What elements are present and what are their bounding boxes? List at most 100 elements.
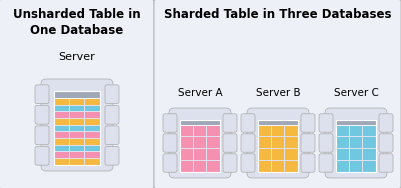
Text: Unsharded Table in
One Database: Unsharded Table in One Database: [13, 8, 141, 37]
FancyBboxPatch shape: [301, 154, 315, 172]
Bar: [180, 161, 193, 171]
Bar: [272, 137, 284, 148]
Bar: [336, 161, 349, 171]
Bar: [207, 161, 219, 171]
Bar: [336, 120, 376, 125]
FancyBboxPatch shape: [319, 114, 333, 132]
Bar: [55, 105, 69, 111]
FancyBboxPatch shape: [105, 85, 119, 104]
Bar: [70, 105, 84, 111]
Text: Server C: Server C: [334, 88, 379, 98]
Bar: [85, 159, 99, 164]
Bar: [194, 149, 206, 160]
Bar: [180, 120, 220, 125]
Bar: [70, 112, 84, 118]
Bar: [85, 146, 99, 151]
Bar: [70, 132, 84, 138]
Bar: [258, 120, 298, 125]
Bar: [272, 149, 284, 160]
FancyBboxPatch shape: [163, 154, 177, 172]
FancyBboxPatch shape: [325, 108, 387, 178]
Bar: [55, 146, 69, 151]
FancyBboxPatch shape: [241, 154, 255, 172]
Bar: [207, 149, 219, 160]
FancyBboxPatch shape: [105, 105, 119, 124]
FancyBboxPatch shape: [154, 0, 401, 188]
Bar: [258, 120, 298, 125]
Bar: [363, 126, 375, 136]
FancyBboxPatch shape: [35, 105, 49, 124]
Bar: [85, 126, 99, 131]
Bar: [259, 137, 271, 148]
Bar: [70, 152, 84, 158]
Bar: [55, 159, 69, 164]
Bar: [85, 152, 99, 158]
Text: Server: Server: [59, 52, 95, 62]
Bar: [70, 159, 84, 164]
Bar: [350, 149, 362, 160]
Bar: [55, 132, 69, 138]
FancyBboxPatch shape: [169, 108, 231, 178]
FancyBboxPatch shape: [379, 134, 393, 152]
Bar: [55, 126, 69, 131]
Text: Server A: Server A: [178, 88, 222, 98]
Bar: [285, 161, 298, 171]
Bar: [350, 137, 362, 148]
Bar: [363, 161, 375, 171]
Bar: [54, 91, 100, 165]
Bar: [194, 126, 206, 136]
Bar: [180, 120, 220, 172]
FancyBboxPatch shape: [35, 126, 49, 145]
Bar: [285, 149, 298, 160]
FancyBboxPatch shape: [223, 114, 237, 132]
Bar: [194, 161, 206, 171]
Bar: [272, 161, 284, 171]
Bar: [85, 112, 99, 118]
Bar: [180, 120, 220, 125]
Bar: [336, 126, 349, 136]
Bar: [363, 137, 375, 148]
FancyBboxPatch shape: [319, 134, 333, 152]
FancyBboxPatch shape: [301, 114, 315, 132]
Bar: [54, 91, 100, 98]
Bar: [336, 120, 376, 172]
Bar: [336, 120, 376, 125]
Bar: [350, 161, 362, 171]
Bar: [363, 149, 375, 160]
Bar: [259, 161, 271, 171]
Bar: [70, 126, 84, 131]
Bar: [272, 126, 284, 136]
Bar: [259, 126, 271, 136]
FancyBboxPatch shape: [41, 79, 113, 171]
FancyBboxPatch shape: [105, 146, 119, 165]
FancyBboxPatch shape: [241, 134, 255, 152]
Text: Server B: Server B: [256, 88, 300, 98]
Bar: [55, 119, 69, 124]
FancyBboxPatch shape: [0, 0, 154, 188]
FancyBboxPatch shape: [105, 126, 119, 145]
FancyBboxPatch shape: [247, 108, 309, 178]
FancyBboxPatch shape: [35, 146, 49, 165]
Text: Sharded Table in Three Databases: Sharded Table in Three Databases: [164, 8, 392, 21]
Bar: [70, 119, 84, 124]
Bar: [258, 120, 298, 172]
Bar: [85, 139, 99, 145]
Bar: [285, 137, 298, 148]
FancyBboxPatch shape: [319, 154, 333, 172]
Bar: [55, 139, 69, 145]
Bar: [55, 99, 69, 105]
Bar: [85, 119, 99, 124]
Bar: [194, 137, 206, 148]
FancyBboxPatch shape: [35, 85, 49, 104]
FancyBboxPatch shape: [379, 114, 393, 132]
Bar: [180, 126, 193, 136]
FancyBboxPatch shape: [163, 134, 177, 152]
FancyBboxPatch shape: [163, 114, 177, 132]
Bar: [85, 105, 99, 111]
Bar: [70, 99, 84, 105]
Bar: [285, 126, 298, 136]
Bar: [70, 146, 84, 151]
Bar: [85, 99, 99, 105]
Bar: [350, 126, 362, 136]
Bar: [207, 126, 219, 136]
